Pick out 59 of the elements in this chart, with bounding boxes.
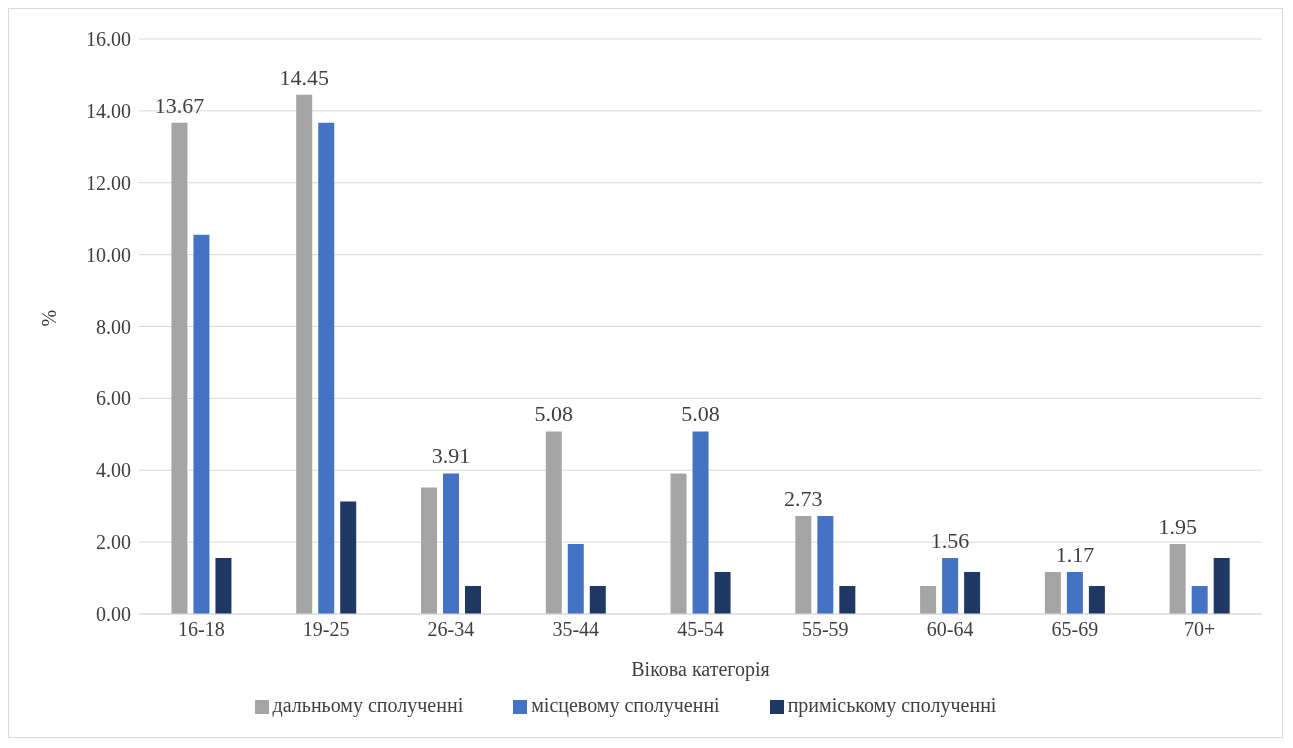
bar <box>964 571 981 614</box>
data-label: 1.95 <box>1158 513 1197 539</box>
data-label: 1.17 <box>1055 541 1095 567</box>
bar <box>443 473 459 614</box>
y-tick-label: 8.00 <box>96 315 131 338</box>
x-tick-label: 55-59 <box>801 618 849 641</box>
bar <box>1088 585 1105 614</box>
y-tick-label: 2.00 <box>96 531 131 554</box>
bar <box>567 543 584 614</box>
y-tick-label: 0.00 <box>96 603 131 626</box>
bar <box>1044 571 1061 614</box>
x-tick-label: 35-44 <box>552 618 600 641</box>
legend-label: місцевому сполученні <box>531 694 720 716</box>
bar <box>714 571 731 614</box>
bar <box>215 557 232 614</box>
x-axis-title: Вікова категорія <box>631 658 770 681</box>
x-tick-label: 70+ <box>1183 618 1216 641</box>
y-tick-label: 12.00 <box>86 171 131 194</box>
x-tick-label: 45-54 <box>677 618 724 641</box>
y-axis-title: % <box>38 309 61 327</box>
x-tick-label: 65-69 <box>1051 618 1099 641</box>
bar <box>296 94 313 614</box>
x-tick-label: 26-34 <box>427 618 475 641</box>
data-label: 2.73 <box>784 485 823 511</box>
data-label: 13.67 <box>154 92 205 118</box>
data-label: 14.45 <box>279 64 329 90</box>
y-tick-label: 4.00 <box>96 459 131 482</box>
bar <box>670 473 687 614</box>
data-label: 5.08 <box>534 401 574 427</box>
bar <box>465 585 481 614</box>
data-label: 3.91 <box>431 443 471 469</box>
bar <box>839 585 856 614</box>
legend-label: дальньому сполученні <box>272 694 464 716</box>
bar <box>817 515 834 614</box>
bar <box>318 122 335 614</box>
bar <box>1191 585 1208 614</box>
bar <box>1066 571 1083 614</box>
bar <box>795 515 812 614</box>
bar <box>421 487 437 614</box>
bar <box>1213 557 1230 614</box>
data-label: 5.08 <box>681 401 720 427</box>
bar <box>171 122 188 614</box>
y-tick-label: 10.00 <box>86 243 131 266</box>
bar <box>920 585 937 614</box>
bar <box>692 431 709 614</box>
bar <box>589 585 606 614</box>
y-tick-label: 6.00 <box>96 387 131 410</box>
data-label: 1.56 <box>930 527 970 553</box>
y-tick-label: 16.00 <box>86 28 131 51</box>
legend-label: приміському сполученні <box>787 694 997 716</box>
bar <box>1169 543 1186 614</box>
x-tick-label: 19-25 <box>302 618 350 641</box>
y-tick-label: 14.00 <box>86 99 131 122</box>
bar <box>193 234 210 614</box>
x-tick-label: 60-64 <box>926 618 974 641</box>
bar <box>545 431 562 614</box>
bar <box>942 557 959 614</box>
x-tick-label: 16-18 <box>178 618 225 641</box>
bar <box>340 501 357 614</box>
